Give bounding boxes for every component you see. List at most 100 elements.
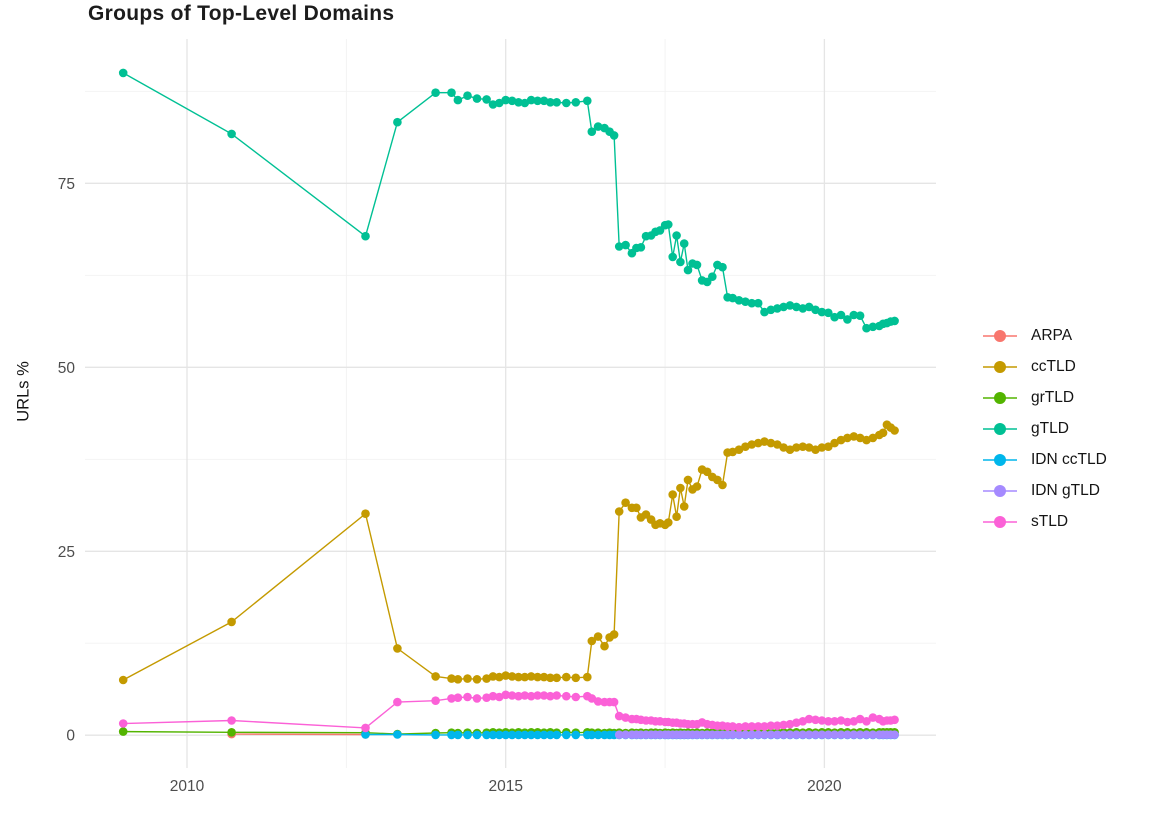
data-point [849,310,859,320]
data-point [587,636,597,646]
data-point [453,95,463,105]
y-tick-label: 25 [58,544,75,561]
data-point [734,730,744,739]
legend-label: IDN ccTLD [1031,450,1107,468]
data-point [621,240,630,250]
data-point [728,730,737,739]
data-point [849,730,859,739]
data-point [855,311,865,321]
data-point [843,730,852,739]
data-point [830,717,839,726]
data-point [463,692,472,702]
data-point [520,98,530,108]
legend-item-arpa: ARPA [983,320,1107,351]
data-point [118,727,128,736]
data-point [824,717,833,726]
legend-key-dot [994,484,1006,497]
legend-label: sTLD [1031,512,1069,530]
data-point [792,718,801,727]
data-point [692,482,702,491]
chart-title: Groups of Top-Level Domains [88,2,395,25]
data-point [804,714,814,724]
data-point [501,730,511,740]
data-point [804,302,814,312]
data-point [718,480,727,490]
data-point [539,691,549,700]
data-point [447,674,456,683]
legend-key-icon [983,453,1017,466]
data-point [621,730,630,739]
data-point [593,632,603,641]
legend-key-icon [983,329,1017,342]
data-point [679,239,689,248]
data-point [766,721,776,730]
data-point [843,717,852,727]
data-point [747,722,757,731]
data-point [836,310,846,320]
data-point [773,730,782,739]
data-point [482,95,491,104]
data-point [753,298,763,308]
data-point [779,720,788,730]
data-point [878,428,888,438]
data-point [868,322,878,332]
data-point [472,730,482,740]
series-gtld [118,68,899,333]
data-point [636,243,646,252]
data-point [533,730,542,740]
data-point [482,730,491,740]
data-point [463,91,472,100]
data-point [583,672,592,682]
data-point [890,316,899,326]
data-point [526,730,536,740]
data-point [672,512,681,521]
data-point [817,730,827,739]
data-point [118,719,128,728]
data-point [614,507,624,516]
data-point [862,730,871,739]
legend-item-stld: sTLD [983,506,1107,537]
data-point [811,715,820,725]
data-point [587,127,597,136]
data-point [552,730,561,740]
x-tick-label: 2020 [807,778,842,795]
data-point [453,730,463,740]
data-point [546,98,555,107]
data-point [533,672,542,682]
data-point [734,445,744,455]
data-point [683,475,693,485]
data-point [520,691,530,700]
legend-key-dot [994,391,1006,404]
data-point [668,252,677,262]
data-point [614,730,624,739]
data-point [792,443,801,452]
data-point [431,696,440,705]
data-point [526,672,536,681]
data-point [552,98,561,107]
legend-item-idn-gtld: IDN gTLD [983,475,1107,506]
data-point [676,483,685,493]
data-point [562,691,571,701]
data-point [632,503,641,513]
data-point [817,307,827,317]
data-point [361,509,370,518]
data-point [785,730,795,739]
data-point [453,693,463,702]
series-arpa [227,729,370,739]
data-point [817,716,827,725]
data-point [393,697,402,707]
data-point [760,722,769,731]
data-point [393,730,402,739]
data-point [672,231,681,240]
legend-key-icon [983,422,1017,435]
data-point [431,672,440,681]
data-point [747,298,757,308]
series-stld [118,690,899,733]
y-tick-label: 50 [58,360,76,377]
data-point [546,730,555,740]
data-point [798,442,808,452]
data-point [798,730,808,739]
data-point [668,490,677,499]
data-point [361,723,370,733]
